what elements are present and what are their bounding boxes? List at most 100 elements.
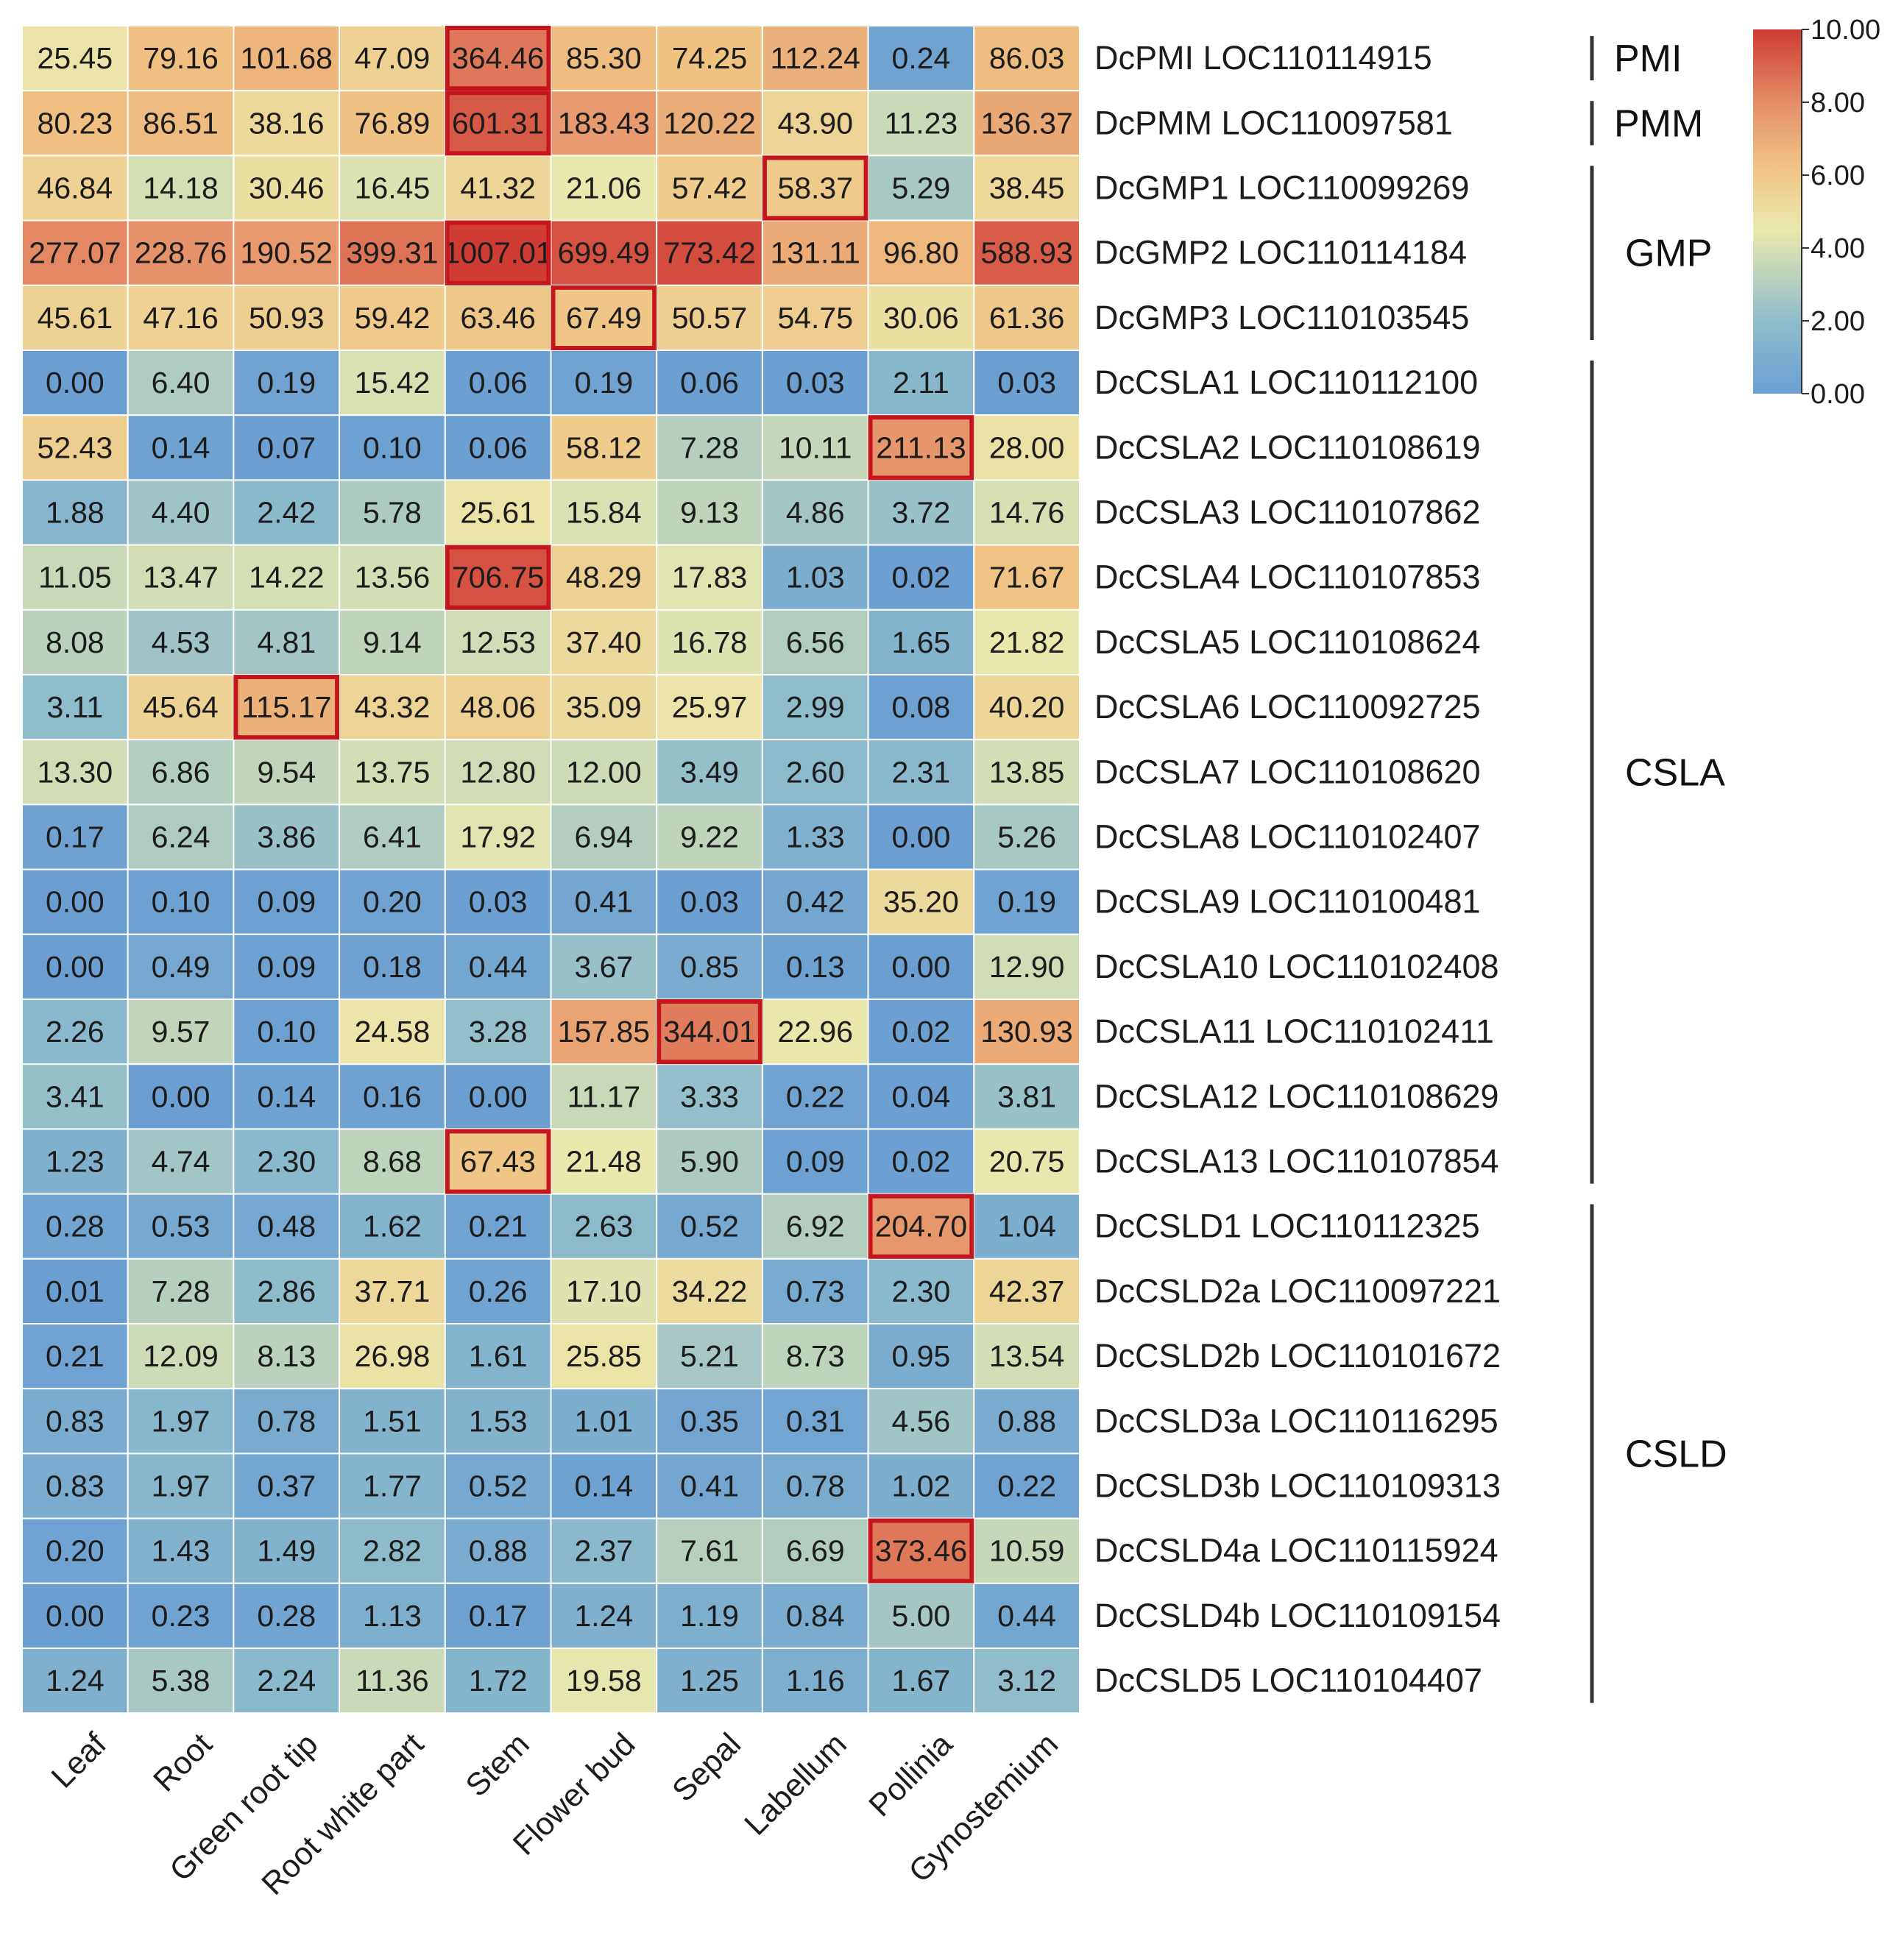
heatmap-cell (127, 479, 235, 546)
cell-value: 204.70 (875, 1210, 967, 1244)
cell-value: 35.09 (566, 690, 642, 724)
cell-value: 0.14 (574, 1469, 633, 1503)
max-expression-highlight (657, 999, 762, 1065)
heatmap-cell (21, 1063, 129, 1130)
max-expression-highlight (868, 1518, 974, 1583)
heatmap-cell (339, 609, 446, 675)
cell-value: 21.06 (566, 171, 642, 205)
cell-value: 21.48 (566, 1145, 642, 1179)
cell-value: 43.90 (777, 106, 853, 140)
heatmap-cell (233, 1128, 341, 1195)
heatmap-cell (21, 609, 129, 675)
heatmap-cell (973, 674, 1081, 741)
heatmap-cell (444, 284, 552, 351)
heatmap-cell (233, 1063, 341, 1130)
gene-row-label: DcCSLA6 LOC110092725 (1094, 688, 1481, 726)
cell-value: 0.41 (680, 1469, 739, 1503)
heatmap-cell (550, 1388, 658, 1455)
heatmap-cell (21, 1453, 129, 1519)
cell-value: 8.08 (46, 625, 105, 659)
cell-value: 6.41 (363, 820, 422, 854)
cell-value: 0.03 (997, 366, 1056, 400)
cell-value: 0.73 (786, 1274, 845, 1308)
cell-value: 1.49 (257, 1534, 316, 1568)
cell-value: 6.94 (574, 820, 633, 854)
cell-value: 3.72 (892, 496, 951, 530)
heatmap-cell (233, 350, 341, 416)
cell-value: 3.11 (46, 690, 103, 724)
cell-value: 1.01 (574, 1404, 633, 1438)
heatmap-cell (127, 25, 235, 92)
max-expression-highlight (868, 415, 974, 480)
heatmap-cell (550, 1453, 658, 1519)
cell-value: 0.49 (152, 950, 210, 984)
group-label: PMM (1614, 102, 1703, 145)
cell-value: 1007.01 (444, 236, 553, 270)
heatmap-cell (21, 868, 129, 935)
cell-value: 61.36 (989, 301, 1065, 335)
cell-value: 45.61 (38, 301, 113, 335)
gene-row-label: DcCSLA3 LOC110107862 (1094, 494, 1481, 531)
heatmap-cell (761, 1323, 869, 1390)
heatmap-cell (656, 1193, 763, 1260)
heatmap-cell (127, 1128, 235, 1195)
heatmap-cell (867, 479, 975, 546)
cell-value: 11.36 (355, 1664, 429, 1698)
heatmap-cell (339, 479, 446, 546)
tissue-column-label: Labellum (737, 1726, 853, 1842)
color-scale-legend: 10.00 8.00 6.00 4.00 2.00 0.00 (1753, 15, 1880, 410)
heatmap-cell (127, 1517, 235, 1584)
cell-value: 0.01 (46, 1274, 105, 1308)
cell-value: 4.56 (892, 1404, 951, 1438)
cell-value: 0.00 (46, 1599, 105, 1633)
cell-value: 13.56 (355, 561, 431, 595)
heatmap-cell (339, 350, 446, 416)
cell-value: 2.42 (257, 496, 316, 530)
cell-value: 14.76 (989, 496, 1065, 530)
heatmap-cell (656, 155, 763, 221)
cell-value: 0.84 (786, 1599, 845, 1633)
legend-tick-label: 6.00 (1811, 160, 1865, 191)
cell-value: 0.26 (469, 1274, 528, 1308)
cell-value: 0.41 (574, 885, 633, 919)
cell-value: 1.51 (363, 1404, 422, 1438)
cell-value: 2.86 (257, 1274, 316, 1308)
cell-value: 2.24 (257, 1664, 316, 1698)
heatmap-cell (339, 868, 446, 935)
cell-value: 5.00 (892, 1599, 951, 1633)
heatmap-cell (444, 155, 552, 221)
cell-value: 0.83 (46, 1469, 105, 1503)
gene-row-label: DcCSLA8 LOC110102407 (1094, 818, 1481, 856)
heatmap-cell (444, 933, 552, 1001)
gene-row-label: DcCSLD3a LOC110116295 (1094, 1402, 1498, 1439)
cell-value: 9.54 (257, 755, 316, 789)
cell-value: 0.22 (997, 1469, 1056, 1503)
cell-value: 86.51 (143, 106, 219, 140)
heatmap-cell (867, 350, 975, 416)
cell-value: 17.83 (672, 561, 748, 595)
heatmap-cell (444, 544, 552, 611)
cell-value: 71.67 (989, 561, 1065, 595)
heatmap-cell (867, 1258, 975, 1325)
cell-value: 0.88 (997, 1404, 1056, 1438)
gene-row-label: DcCSLD3b LOC110109313 (1094, 1467, 1501, 1505)
cell-value: 15.42 (355, 366, 431, 400)
cell-value: 190.52 (241, 236, 333, 270)
cell-value: 2.26 (46, 1015, 105, 1049)
gene-row-label: DcCSLA11 LOC110102411 (1094, 1012, 1494, 1050)
cell-value: 0.52 (680, 1210, 739, 1244)
heatmap-cell (233, 25, 341, 92)
cell-value: 0.88 (469, 1534, 528, 1568)
heatmap-cell (127, 739, 235, 806)
max-expression-highlight (551, 285, 657, 350)
cell-value: 4.81 (257, 625, 316, 659)
gene-row-label: DcCSLA12 LOC110108629 (1094, 1077, 1499, 1115)
heatmap-cell (339, 804, 446, 870)
gene-row-label: DcCSLD1 LOC110112325 (1094, 1207, 1480, 1245)
cell-value: 21.82 (989, 625, 1065, 659)
legend-color-bar (1753, 29, 1802, 394)
heatmap-cell (444, 674, 552, 741)
cell-value: 40.20 (989, 690, 1065, 724)
cell-value: 0.00 (892, 950, 951, 984)
heatmap-cell (550, 609, 658, 675)
